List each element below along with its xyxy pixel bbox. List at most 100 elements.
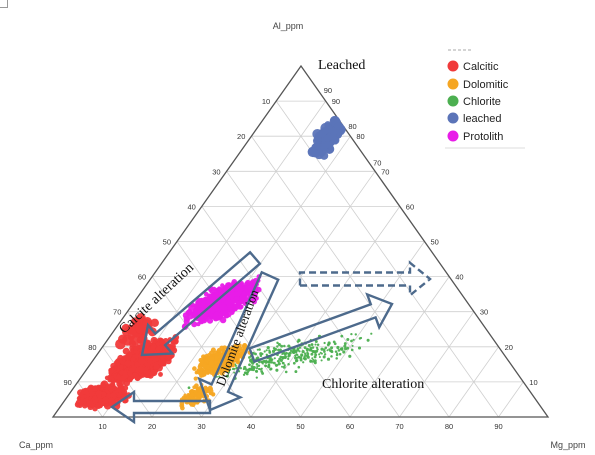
- point-chlorite: [250, 365, 254, 369]
- point-chlorite: [326, 349, 329, 352]
- point-chlorite: [294, 359, 298, 363]
- point-protolith: [212, 314, 219, 321]
- point-chlorite: [254, 370, 258, 373]
- point-chlorite: [333, 342, 337, 346]
- point-chlorite: [300, 353, 304, 357]
- point-calcitic: [145, 371, 153, 378]
- point-chlorite: [283, 356, 287, 360]
- legend-label-calcitic: Calcitic: [463, 61, 499, 73]
- point-chlorite: [259, 368, 262, 371]
- tick-label-bottom: 60: [346, 422, 354, 431]
- point-protolith: [237, 289, 243, 295]
- legend-marker-protolith: [447, 130, 459, 142]
- point-chlorite: [234, 364, 237, 367]
- point-chlorite: [344, 347, 348, 351]
- point-chlorite: [271, 361, 274, 364]
- point-dolomitic: [201, 370, 207, 376]
- point-chlorite: [218, 375, 221, 378]
- point-chlorite: [296, 353, 299, 356]
- point-chlorite: [299, 358, 303, 362]
- point-dolomitic: [211, 393, 215, 397]
- arrow-calcite: [140, 250, 262, 357]
- tick-label-left: 40: [187, 202, 195, 211]
- point-dolomitic: [204, 353, 209, 358]
- point-calcitic: [122, 328, 130, 336]
- point-dolomitic: [234, 346, 240, 352]
- point-chlorite: [318, 353, 321, 356]
- point-dolomitic: [190, 392, 195, 397]
- point-calcitic: [133, 345, 139, 352]
- legend-label-leached: leached: [463, 113, 502, 125]
- point-chlorite: [330, 355, 333, 358]
- point-chlorite: [337, 349, 341, 352]
- tick-label-bottom: 40: [247, 422, 255, 431]
- point-calcitic: [134, 375, 141, 382]
- point-chlorite: [311, 357, 314, 360]
- point-chlorite: [271, 358, 274, 361]
- point-chlorite: [354, 333, 357, 336]
- point-chlorite: [343, 342, 347, 346]
- point-calcitic: [137, 366, 145, 373]
- point-chlorite: [281, 353, 284, 355]
- point-chlorite: [320, 347, 324, 351]
- point-calcitic: [150, 318, 159, 327]
- point-dolomitic: [219, 370, 225, 376]
- point-chlorite: [303, 352, 307, 355]
- arrow-chlorite: [248, 292, 394, 364]
- point-dolomitic: [180, 405, 185, 411]
- grid-line: [201, 171, 376, 418]
- point-calcitic: [75, 399, 83, 407]
- point-chlorite: [324, 346, 328, 350]
- point-chlorite: [285, 351, 288, 355]
- point-chlorite: [264, 360, 268, 364]
- point-chlorite: [289, 349, 293, 352]
- point-chlorite: [259, 352, 263, 356]
- point-calcitic: [104, 375, 110, 381]
- point-chlorite: [275, 368, 279, 372]
- point-chlorite: [366, 338, 370, 342]
- point-chlorite: [273, 347, 278, 352]
- point-calcitic: [100, 381, 107, 388]
- point-chlorite: [298, 350, 301, 353]
- point-dolomitic: [212, 367, 218, 373]
- point-chlorite: [330, 350, 334, 354]
- point-chlorite: [314, 339, 318, 344]
- point-chlorite: [328, 342, 331, 345]
- tick-label-right: 80: [356, 132, 364, 141]
- legend-label-protolith: Protolith: [463, 131, 503, 143]
- point-chlorite: [338, 352, 342, 356]
- point-chlorite: [268, 349, 271, 352]
- point-chlorite: [336, 345, 340, 350]
- point-dolomitic: [216, 348, 222, 353]
- point-chlorite: [225, 374, 229, 378]
- point-chlorite: [261, 371, 265, 375]
- point-dolomitic: [208, 360, 215, 366]
- point-chlorite: [243, 365, 247, 370]
- point-protolith: [229, 294, 235, 300]
- point-calcitic: [152, 338, 158, 344]
- triangle-frame: [51, 64, 550, 418]
- point-chlorite: [303, 346, 307, 350]
- point-dolomitic: [208, 350, 215, 356]
- point-chlorite: [254, 352, 257, 356]
- point-chlorite: [298, 346, 302, 349]
- point-chlorite: [259, 354, 263, 358]
- point-calcitic: [158, 359, 165, 366]
- point-chlorite: [256, 348, 259, 351]
- point-dolomitic: [197, 364, 203, 370]
- tick-label-right: 90: [332, 97, 340, 106]
- point-calcitic: [131, 317, 140, 326]
- point-chlorite: [263, 350, 266, 353]
- point-chlorite: [309, 359, 313, 363]
- tick-label-bottom: 30: [197, 422, 205, 431]
- point-chlorite: [311, 346, 315, 349]
- point-chlorite: [303, 357, 307, 361]
- arrow-bottom: [109, 389, 212, 425]
- point-protolith: [209, 307, 214, 312]
- point-dolomitic: [231, 364, 235, 368]
- point-chlorite: [312, 358, 315, 361]
- tick-label-left: 60: [138, 273, 146, 282]
- point-chlorite: [248, 367, 253, 371]
- tick-label-bottom: 80: [445, 422, 453, 431]
